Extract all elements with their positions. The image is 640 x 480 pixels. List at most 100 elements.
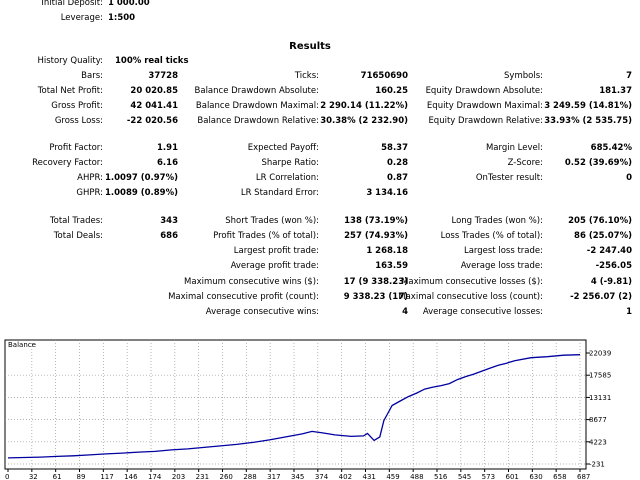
x-tick-label: 658 <box>553 473 566 480</box>
stat-label: Total Net Profit: <box>37 86 103 96</box>
stat-value: 17 (9 338.23) <box>343 277 408 287</box>
stat-label: Short Trades (won %): <box>225 216 319 226</box>
stat-label: Symbols: <box>504 71 543 81</box>
x-tick-label: 601 <box>506 473 519 480</box>
stat-label: AHPR: <box>77 173 103 183</box>
stat-label: Average consecutive losses: <box>422 307 543 317</box>
stat-value: 257 (74.93%) <box>344 231 408 241</box>
stat-value: 86 (25.07%) <box>574 231 632 241</box>
stat-label: Maximum consecutive wins ($): <box>184 277 319 287</box>
chart-frame <box>4 339 587 470</box>
x-tick-label: 146 <box>124 473 138 480</box>
x-tick-label: 317 <box>267 473 280 480</box>
y-tick-label: 17585 <box>589 372 611 380</box>
stat-label: Z-Score: <box>507 158 543 168</box>
stat-value: 0.28 <box>387 158 408 168</box>
stat-value: 9 338.23 (17) <box>343 292 408 302</box>
leverage-value: 1:500 <box>108 13 136 23</box>
x-tick-label: 431 <box>363 473 376 480</box>
stat-label: Bars: <box>81 71 103 81</box>
stat-label: Total Deals: <box>53 231 103 241</box>
x-tick-label: 402 <box>339 473 352 480</box>
stat-value: 4 (-9.81) <box>590 277 632 287</box>
stat-value: 7 <box>626 71 632 81</box>
x-tick-label: 174 <box>148 473 162 480</box>
stat-value: 4 <box>402 307 408 317</box>
initial-deposit-label: Initial Deposit: <box>41 0 103 8</box>
stat-value: 71650690 <box>360 71 408 81</box>
stat-value: 37728 <box>148 71 178 81</box>
stat-label: Largest loss trade: <box>463 246 543 256</box>
initial-deposit-value: 1 000.00 <box>108 0 150 8</box>
stat-value: 6.16 <box>157 158 178 168</box>
stat-value: 30.38% (2 232.90) <box>320 116 408 126</box>
leverage-label: Leverage: <box>60 13 103 23</box>
y-tick-label: -231 <box>589 461 605 469</box>
x-tick-label: 573 <box>482 473 495 480</box>
stat-label: OnTester result: <box>475 173 543 183</box>
stat-value: 181.37 <box>599 86 632 96</box>
stat-label: Maximal consecutive loss (count): <box>398 292 543 302</box>
x-tick-label: 61 <box>53 473 62 480</box>
y-tick-label: 13131 <box>589 394 611 402</box>
stat-label: Balance Drawdown Relative: <box>197 116 319 126</box>
x-tick-label: 203 <box>172 473 185 480</box>
stat-value: 100% real ticks <box>115 56 189 66</box>
stat-value: 42 041.41 <box>130 101 178 111</box>
stat-label: GHPR: <box>76 188 103 198</box>
x-tick-label: 231 <box>196 473 209 480</box>
balance-series-line <box>7 354 581 459</box>
stat-label: Profit Factor: <box>49 143 103 153</box>
stat-value: 205 (76.10%) <box>568 216 632 226</box>
stat-label: Gross Profit: <box>51 101 103 111</box>
stat-value: 686 <box>160 231 178 241</box>
x-tick-label: 516 <box>434 473 448 480</box>
stat-label: Largest profit trade: <box>233 246 319 256</box>
stat-label: Maximal consecutive profit (count): <box>168 292 319 302</box>
stat-value: 20 020.85 <box>130 86 178 96</box>
stat-label: Gross Loss: <box>54 116 103 126</box>
stat-label: Total Trades: <box>49 216 103 226</box>
stat-value: 3 134.16 <box>366 188 408 198</box>
balance-chart-svg: 22039 17585 13131 8677 4223 -231 0 32 61 89 117 146… <box>4 339 611 480</box>
stat-label: Maximum consecutive losses ($): <box>401 277 543 287</box>
x-tick-label: 0 <box>5 473 9 480</box>
x-tick-label: 260 <box>220 473 233 480</box>
stat-value: 33.93% (2 535.75) <box>544 116 632 126</box>
stat-label: Loss Trades (% of total): <box>440 231 543 241</box>
chart-title: Balance <box>8 341 36 349</box>
x-tick-label: 459 <box>386 473 399 480</box>
stat-label: Recovery Factor: <box>32 158 103 168</box>
stat-label: Expected Payoff: <box>247 143 319 153</box>
stat-value: 0.52 (39.69%) <box>564 158 632 168</box>
stat-label: Equity Drawdown Relative: <box>428 116 543 126</box>
stat-label: Average consecutive wins: <box>205 307 319 317</box>
x-tick-label: 488 <box>410 473 423 480</box>
stat-value: 685.42% <box>590 143 632 153</box>
stat-value: -2 247.40 <box>586 246 632 256</box>
x-tick-label: 374 <box>315 473 329 480</box>
stat-value: 3 249.59 (14.81%) <box>544 101 632 111</box>
x-tick-label: 687 <box>577 473 590 480</box>
stat-label: Long Trades (won %): <box>451 216 544 226</box>
stat-value: 0.87 <box>387 173 408 183</box>
stat-value: -2 256.07 (2) <box>570 292 632 302</box>
balance-chart: 22039 17585 13131 8677 4223 -231 0 32 61 89 117 146… <box>0 336 640 480</box>
stat-label: LR Standard Error: <box>240 188 319 198</box>
stat-value: 160.25 <box>375 86 408 96</box>
x-tick-label: 630 <box>529 473 542 480</box>
stat-label: Sharpe Ratio: <box>261 158 320 168</box>
y-tick-label: 8677 <box>589 416 607 424</box>
stat-value: 2 290.14 (11.22%) <box>320 101 408 111</box>
x-tick-label: 32 <box>29 473 38 480</box>
stat-value: 1.91 <box>157 143 178 153</box>
stat-value: 0 <box>626 173 632 183</box>
results-title: Results <box>289 41 331 52</box>
x-tick-label: 288 <box>243 473 256 480</box>
y-tick-label: 22039 <box>589 350 611 358</box>
stat-value: -256.05 <box>595 261 632 271</box>
stat-value: 1.0097 (0.97%) <box>104 173 178 183</box>
stat-value: 1 <box>626 307 632 317</box>
stat-label: LR Correlation: <box>255 173 319 183</box>
stat-value: -22 020.56 <box>126 116 178 126</box>
